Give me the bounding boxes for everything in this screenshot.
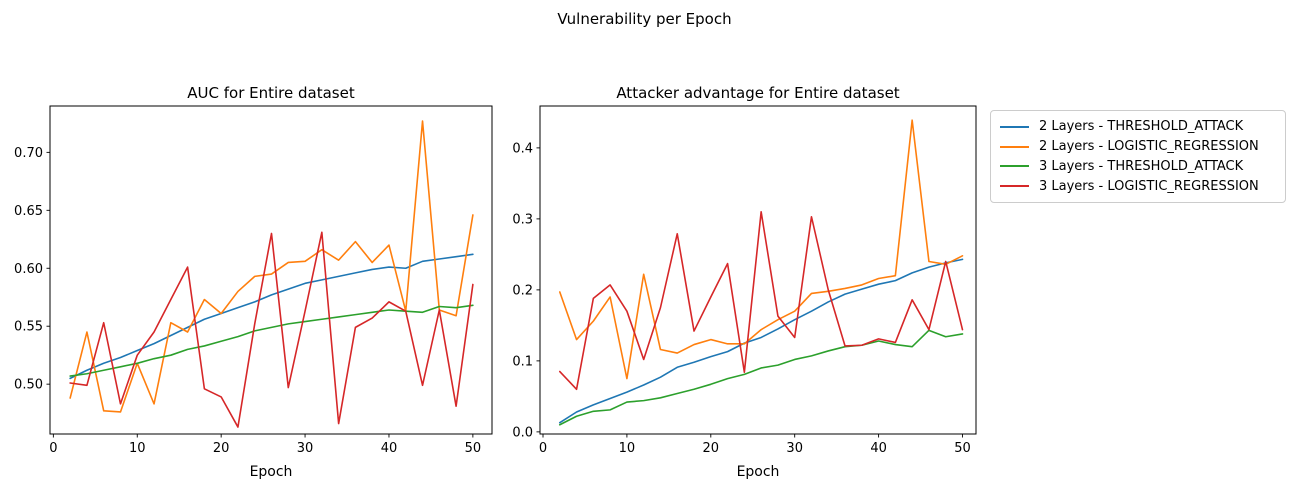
series-line-3-layers-threshold-attack bbox=[558, 329, 964, 426]
y-tick-label: 0.3 bbox=[512, 212, 533, 227]
legend-item-label: 2 Layers - LOGISTIC_REGRESSION bbox=[1039, 139, 1259, 155]
legend-line-swatch bbox=[1000, 165, 1029, 168]
legend-item-label: 2 Layers - THRESHOLD_ATTACK bbox=[1039, 119, 1244, 135]
series-line-2-layers-threshold-attack bbox=[558, 258, 964, 424]
y-tick-label: 0.0 bbox=[512, 425, 533, 440]
y-tick-label: 0.65 bbox=[14, 204, 43, 219]
x-tick-label: 40 bbox=[381, 441, 398, 456]
y-tick-label: 0.50 bbox=[14, 378, 43, 393]
x-tick-label: 10 bbox=[129, 441, 146, 456]
chart-auc-xlabel: Epoch bbox=[249, 464, 293, 480]
x-tick-label: 0 bbox=[49, 441, 57, 456]
legend-item-label: 3 Layers - LOGISTIC_REGRESSION bbox=[1039, 178, 1259, 194]
axis-ticks: 0 10 20 30 40 50 0.50 0.55 0.60 0.65 0.70 bbox=[14, 146, 481, 456]
x-tick-label: 0 bbox=[539, 441, 547, 456]
chart-adv-xlabel: Epoch bbox=[736, 464, 780, 480]
legend-item: 2 Layers - LOGISTIC_REGRESSION bbox=[1000, 139, 1276, 154]
legend: 2 Layers - THRESHOLD_ATTACK 2 Layers - L… bbox=[990, 110, 1286, 203]
axes-spines bbox=[49, 105, 493, 435]
y-tick-label: 0.55 bbox=[14, 320, 43, 335]
series-line-3-layers-logistic-regression bbox=[558, 210, 964, 391]
x-tick-label: 50 bbox=[465, 441, 482, 456]
legend-line-swatch bbox=[1000, 185, 1029, 188]
x-tick-label: 30 bbox=[297, 441, 314, 456]
x-tick-label: 50 bbox=[954, 441, 971, 456]
y-tick-label: 0.70 bbox=[14, 146, 43, 161]
legend-item-label: 3 Layers - THRESHOLD_ATTACK bbox=[1039, 158, 1244, 174]
x-tick-label: 20 bbox=[703, 441, 720, 456]
axes-spines bbox=[539, 105, 977, 435]
axis-ticks: 0 10 20 30 40 50 0.0 0.1 0.2 0.3 0.4 bbox=[512, 141, 970, 456]
legend-item: 2 Layers - THRESHOLD_ATTACK bbox=[1000, 119, 1276, 134]
legend-item: 3 Layers - THRESHOLD_ATTACK bbox=[1000, 159, 1276, 174]
series-lines bbox=[69, 120, 474, 428]
series-line-2-layers-threshold-attack bbox=[69, 253, 474, 380]
series-lines bbox=[558, 119, 964, 426]
series-line-2-layers-logistic-regression bbox=[558, 119, 964, 380]
x-tick-label: 30 bbox=[786, 441, 803, 456]
x-tick-label: 20 bbox=[213, 441, 230, 456]
y-tick-label: 0.4 bbox=[512, 141, 533, 156]
x-tick-label: 10 bbox=[619, 441, 636, 456]
y-tick-label: 0.1 bbox=[512, 354, 533, 369]
series-line-3-layers-logistic-regression bbox=[69, 231, 474, 428]
legend-line-swatch bbox=[1000, 145, 1029, 148]
chart-adv-title: Attacker advantage for Entire dataset bbox=[616, 84, 900, 102]
chart-auc-title: AUC for Entire dataset bbox=[187, 84, 355, 102]
y-tick-label: 0.2 bbox=[512, 283, 533, 298]
figure-suptitle: Vulnerability per Epoch bbox=[557, 10, 732, 28]
y-tick-label: 0.60 bbox=[14, 262, 43, 277]
legend-item: 3 Layers - LOGISTIC_REGRESSION bbox=[1000, 179, 1276, 194]
x-tick-label: 40 bbox=[870, 441, 887, 456]
legend-line-swatch bbox=[1000, 125, 1029, 128]
